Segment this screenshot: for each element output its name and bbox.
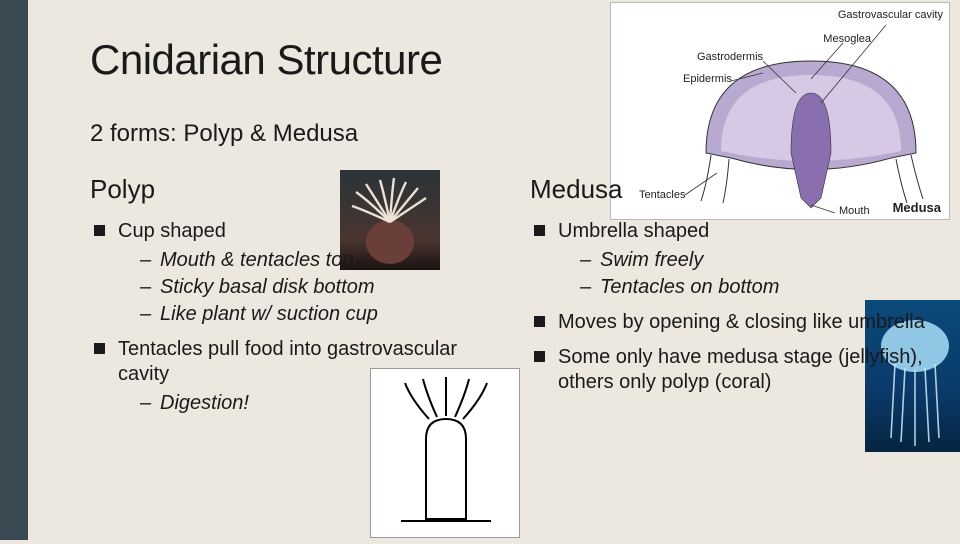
list-item-text: Umbrella shaped [558, 220, 709, 242]
polyp-heading: Polyp [90, 174, 500, 205]
slide-accent-bar [0, 0, 28, 540]
list-item-text: Cup shaped [118, 220, 226, 242]
list-item: Moves by opening & closing like umbrella [530, 310, 930, 335]
medusa-column: Medusa Umbrella shaped Swim freely Tenta… [530, 174, 930, 426]
list-item: Some only have medusa stage (jellyfish),… [530, 345, 930, 395]
sub-item: Mouth & tentacles top [140, 248, 500, 273]
list-item-text: Moves by opening & closing like umbrella [558, 311, 925, 333]
list-item-text: Some only have medusa stage (jellyfish),… [558, 346, 923, 393]
sub-item: Tentacles on bottom [580, 275, 930, 300]
slide-title: Cnidarian Structure [90, 36, 950, 84]
slide-content: Cnidarian Structure 2 forms: Polyp & Med… [90, 36, 950, 426]
list-item: Cup shaped Mouth & tentacles top Sticky … [90, 219, 500, 327]
slide-subtitle: 2 forms: Polyp & Medusa [90, 120, 950, 148]
medusa-heading: Medusa [530, 174, 930, 205]
diagram-label-gvc: Gastrovascular cavity [838, 9, 943, 21]
sub-item: Swim freely [580, 248, 930, 273]
list-item: Umbrella shaped Swim freely Tentacles on… [530, 219, 930, 300]
list-item: Tentacles pull food into gastrovascular … [90, 337, 500, 416]
list-item-text: Tentacles pull food into gastrovascular … [118, 338, 457, 385]
sub-item: Like plant w/ suction cup [140, 302, 500, 327]
polyp-list: Cup shaped Mouth & tentacles top Sticky … [90, 219, 500, 416]
sub-item: Sticky basal disk bottom [140, 275, 500, 300]
medusa-list: Umbrella shaped Swim freely Tentacles on… [530, 219, 930, 395]
polyp-column: Polyp Cup shaped Mouth & tentacles top S… [90, 174, 500, 426]
sub-item: Digestion! [140, 391, 500, 416]
